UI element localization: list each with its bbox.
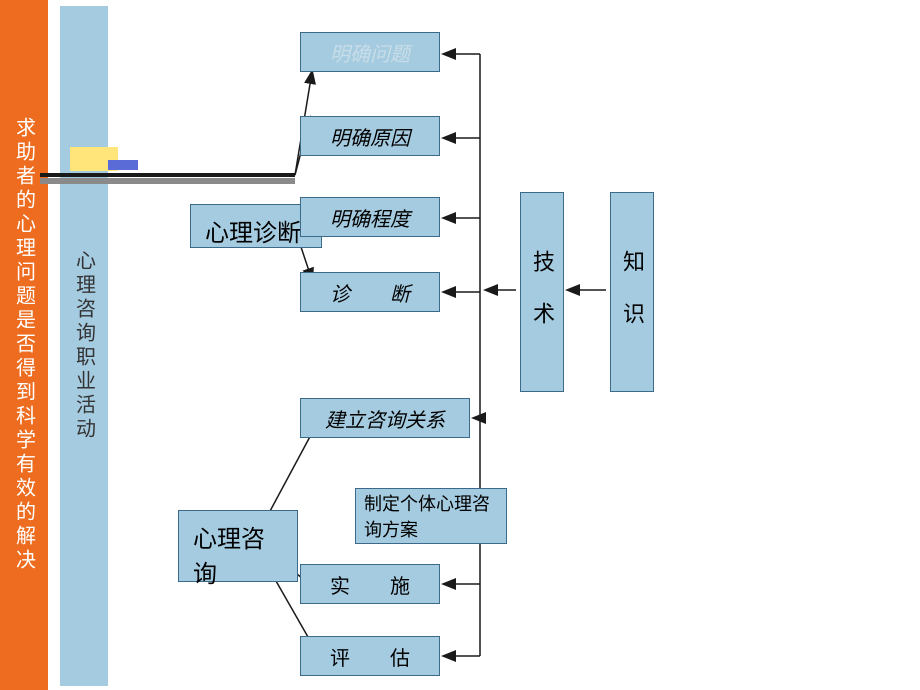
label: 制定个体心理咨询方案 — [364, 490, 498, 542]
sidebar-blue-text: 心理咨询职业活动 — [70, 250, 99, 442]
label: 明确原因 — [330, 122, 410, 151]
box-implement: 实 施 — [300, 564, 440, 604]
label: 评 估 — [330, 642, 410, 671]
label: 明确程度 — [330, 203, 410, 232]
box-technique: 技术 — [520, 192, 564, 392]
box-establish-relation: 建立咨询关系 — [300, 398, 470, 438]
box-clarify-cause: 明确原因 — [300, 116, 440, 156]
label: 明确问题 — [330, 38, 410, 67]
box-evaluate: 评 估 — [300, 636, 440, 676]
label: 知识 — [616, 250, 648, 354]
box-diagnose: 诊 断 — [300, 272, 440, 312]
box-make-plan: 制定个体心理咨询方案 — [355, 488, 507, 544]
label: 诊 断 — [330, 278, 410, 307]
sidebar-orange-text: 求助者的心理问题是否得到科学有效的解决 — [10, 117, 39, 573]
sidebar-blue: 心理咨询职业活动 — [60, 6, 108, 686]
label: 建立咨询关系 — [325, 404, 445, 433]
box-clarify-degree: 明确程度 — [300, 197, 440, 237]
label: 实 施 — [330, 570, 410, 599]
accent-blue-block — [108, 160, 138, 170]
box-psych-diagnosis-label: 心理诊断 — [205, 221, 301, 247]
box-knowledge: 知识 — [610, 192, 654, 392]
connector-svg — [0, 0, 920, 690]
box-psych-consult-label: 心理咨询 — [193, 527, 265, 588]
box-clarify-problem: 明确问题 — [300, 32, 440, 72]
sidebar-orange: 求助者的心理问题是否得到科学有效的解决 — [0, 0, 48, 690]
label: 技术 — [526, 250, 558, 354]
box-psych-consult: 心理咨询 — [178, 510, 298, 582]
